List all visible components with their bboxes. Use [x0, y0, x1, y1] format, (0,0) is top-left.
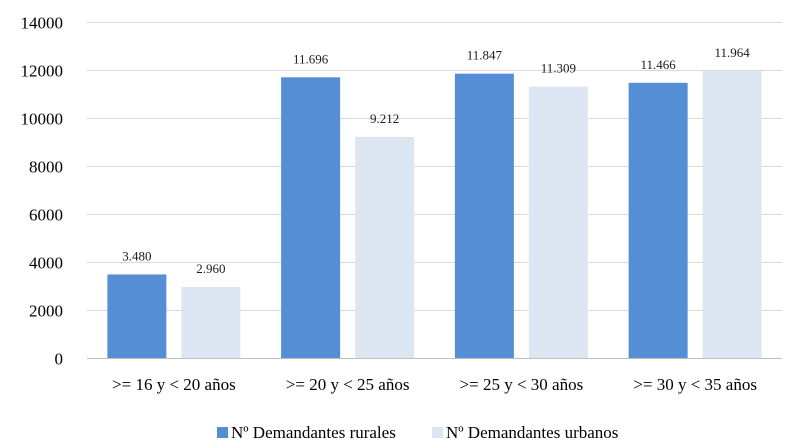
legend: Nº Demandantes rurales Nº Demandantes urb… [217, 423, 618, 442]
y-tick-label: 6000 [29, 206, 63, 225]
data-label: 9.212 [370, 111, 399, 126]
y-tick-label: 0 [55, 350, 64, 369]
x-tick-label: >= 16 y < 20 años [112, 375, 236, 394]
bar [281, 77, 341, 359]
y-axis: 0 2000 4000 6000 8000 10000 12000 14000 [21, 14, 64, 369]
legend-label: Nº Demandantes urbanos [446, 423, 618, 442]
x-tick-label: >= 25 y < 30 años [460, 375, 584, 394]
legend-swatch [432, 427, 443, 438]
y-tick-label: 4000 [29, 254, 63, 273]
bars [107, 70, 762, 359]
bar [528, 86, 588, 359]
x-tick-label: >= 30 y < 35 años [633, 375, 757, 394]
bar [628, 82, 688, 358]
y-tick-label: 12000 [21, 62, 64, 81]
bar [702, 70, 762, 358]
bar [181, 286, 241, 358]
y-tick-label: 2000 [29, 302, 63, 321]
data-label: 11.696 [293, 51, 329, 66]
data-label: 3.480 [122, 248, 151, 263]
bar [107, 274, 167, 358]
bar [355, 136, 415, 358]
legend-swatch [217, 427, 228, 438]
gridlines [87, 22, 782, 311]
bar [454, 73, 514, 358]
y-tick-label: 14000 [21, 14, 64, 33]
data-label: 11.847 [467, 48, 503, 63]
data-label: 11.466 [640, 57, 676, 72]
x-tick-label: >= 20 y < 25 años [286, 375, 410, 394]
y-tick-label: 8000 [29, 158, 63, 177]
data-labels: 3.480 2.960 11.696 9.212 11.847 11.309 11.466 1… [122, 45, 750, 276]
x-axis: >= 16 y < 20 años >= 20 y < 25 años >= 25 … [87, 358, 782, 394]
data-label: 2.960 [196, 261, 225, 276]
data-label: 11.309 [541, 61, 576, 76]
data-label: 11.964 [714, 45, 750, 60]
y-tick-label: 10000 [21, 110, 64, 129]
legend-label: Nº Demandantes rurales [231, 423, 396, 442]
